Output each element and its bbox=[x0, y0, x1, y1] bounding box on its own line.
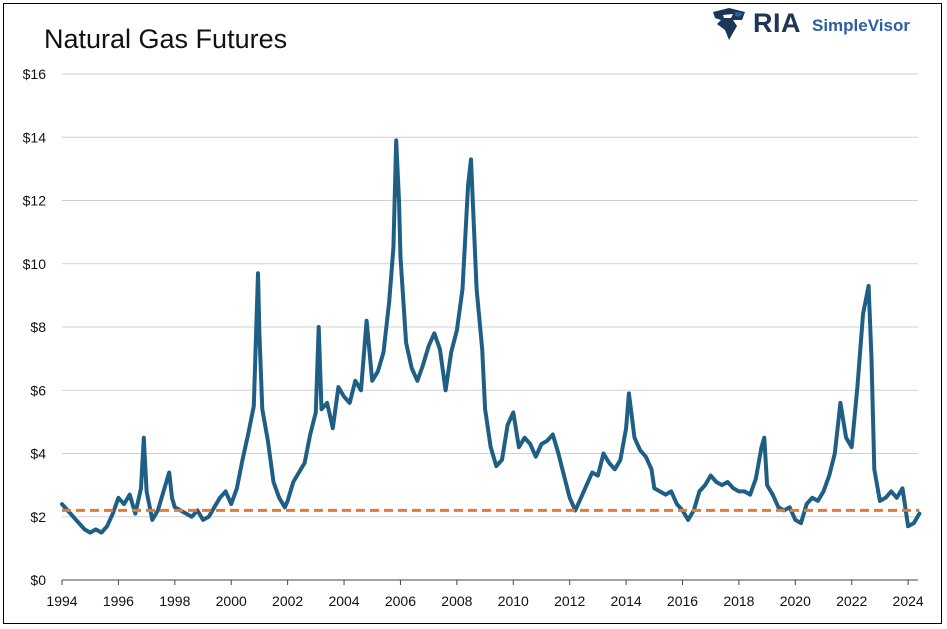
x-tick-label: 1996 bbox=[103, 593, 134, 609]
x-tick-label: 1998 bbox=[159, 593, 190, 609]
y-tick-label: $6 bbox=[30, 382, 46, 398]
y-tick-label: $14 bbox=[23, 129, 47, 145]
x-tick-label: 2016 bbox=[667, 593, 698, 609]
series-line-natural-gas bbox=[60, 138, 922, 535]
x-tick-label: 2018 bbox=[723, 593, 754, 609]
y-tick-label: $2 bbox=[30, 509, 46, 525]
logo-brand: RIA bbox=[753, 8, 801, 38]
x-tick-label: 2010 bbox=[498, 593, 529, 609]
x-tick-label: 2012 bbox=[554, 593, 585, 609]
y-tick-label: $10 bbox=[23, 256, 47, 272]
y-tick-label: $0 bbox=[30, 572, 46, 588]
x-tick-label: 2022 bbox=[836, 593, 867, 609]
x-tick-label: 2008 bbox=[441, 593, 472, 609]
chart-title: Natural Gas Futures bbox=[44, 24, 288, 54]
y-tick-label: $16 bbox=[23, 66, 47, 82]
series-layer bbox=[60, 138, 922, 535]
x-tick-label: 2002 bbox=[272, 593, 303, 609]
logo-product: SimpleVisor bbox=[812, 16, 910, 35]
x-tick-label: 2006 bbox=[385, 593, 416, 609]
x-tick-label: 1994 bbox=[46, 593, 77, 609]
y-axis-ticks: $0 $2 $4 $6 $8 $10 $12 $14 $16 bbox=[23, 66, 47, 588]
x-tick-label: 2004 bbox=[328, 593, 359, 609]
x-tick-label: 2000 bbox=[216, 593, 247, 609]
y-tick-label: $4 bbox=[30, 446, 46, 462]
gridlines bbox=[62, 73, 918, 581]
chart-frame bbox=[3, 3, 942, 624]
ria-simplevisor-logo: RIA SimpleVisor bbox=[709, 6, 919, 42]
y-tick-label: $8 bbox=[30, 319, 46, 335]
x-tick-label: 2014 bbox=[611, 593, 642, 609]
x-tick-label: 2024 bbox=[893, 593, 924, 609]
y-tick-label: $12 bbox=[23, 193, 47, 209]
eagle-icon bbox=[713, 8, 745, 40]
x-tick-label: 2020 bbox=[780, 593, 811, 609]
x-axis-ticks: 1994 1996 1998 2000 2002 2004 2006 2008 2010 2012… bbox=[46, 580, 924, 609]
